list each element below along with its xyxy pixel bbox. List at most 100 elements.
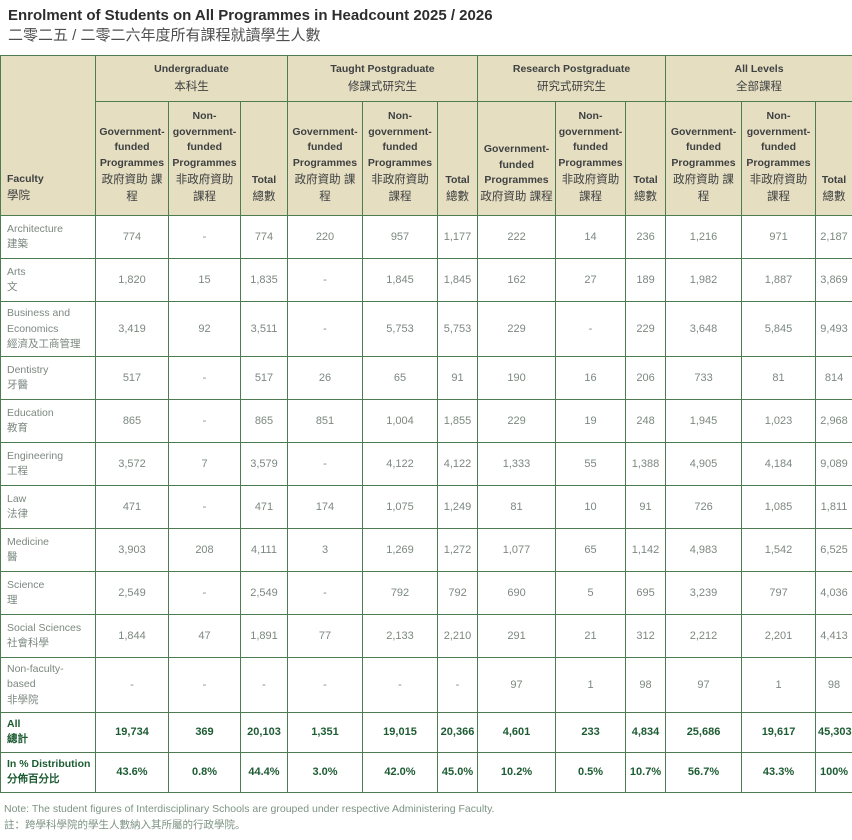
data-cell: 65 [362,356,438,401]
data-cell: 1,820 [95,258,169,303]
data-cell: - [168,399,241,444]
faculty-cell: In % Distribution 分佈百分比 [0,751,96,793]
data-cell: 20,103 [240,711,288,753]
faculty-name-en: Law [7,492,27,505]
data-cell: 1,945 [665,399,743,444]
data-cell: 3 [287,528,363,573]
group-header-taught-postgraduate: Taught Postgraduate 修課式研究生 [286,55,479,103]
faculty-header-en: Faculty [7,173,44,186]
faculty-name-en: Arts [7,266,26,279]
subheader-label-zh: 非政府資助 課程 [561,173,620,204]
data-cell: 220 [287,215,363,260]
data-cell: 971 [741,215,817,260]
data-cell: 4,983 [665,528,743,573]
data-cell: 1,388 [625,442,667,487]
subheader-label-en: Government-funded Programmes [292,125,358,170]
footnote-english: Note: The student figures of Interdiscip… [4,802,495,815]
summary-row: In % Distribution 分佈百分比 43.6% 0.8% 44.4% 3.0%… [0,751,852,793]
data-cell: 1,835 [240,258,288,303]
data-cell: 312 [625,614,667,659]
data-cell: 43.6% [95,751,169,793]
data-cell: 814 [815,356,852,401]
data-cell: 2,187 [815,215,852,260]
data-cell: 222 [477,215,557,260]
subheader-label-en: Total [633,174,658,187]
data-cell: 190 [477,356,557,401]
table-row: Non-faculty-based 非學院 - - - - - -97 1 98 97 1 98 [0,657,852,713]
subheader-label-zh: 總數 [446,191,469,204]
faculty-cell: Law 法律 [0,485,96,530]
faculty-name-zh: 教育 [7,422,28,435]
data-cell: - [95,657,169,713]
subheader-taught-postgraduate-nongov: Non-government-funded Programmes 非政府資助 課程 [362,101,438,217]
subheader-label-zh: 非政府資助 課程 [749,173,808,204]
faculty-header-zh: 學院 [7,190,30,203]
faculty-header-cell: Faculty 學院 [0,55,96,217]
group-label-zh: 研究式研究生 [537,81,607,94]
subheader-label-en: Non-government-funded Programmes [558,109,623,170]
data-cell: 236 [625,215,667,260]
subheader-undergraduate-total: Total 總數 [240,101,288,217]
data-cell: 4,111 [240,528,288,573]
faculty-name-en: Non-faculty-based [7,663,64,691]
data-cell: 865 [240,399,288,444]
group-label-en: Taught Postgraduate [330,63,435,76]
data-cell: 792 [362,571,438,616]
data-cell: 3,511 [240,301,288,358]
page-header: Enrolment of Students on All Programmes … [0,0,852,51]
data-cell: 1,177 [436,215,479,260]
data-cell: 1,077 [477,528,557,573]
faculty-cell: Non-faculty-based 非學院 [0,657,96,713]
faculty-name-zh: 工程 [7,465,28,478]
subheader-taught-postgraduate-gov: Government-funded Programmes 政府資助 課程 [287,101,363,217]
data-cell: 206 [625,356,667,401]
data-cell: 957 [362,215,438,260]
subheader-research-postgraduate-nongov: Non-government-funded Programmes 非政府資助 課程 [555,101,627,217]
data-cell: 189 [625,258,667,303]
data-cell: 690 [477,571,557,616]
data-cell: - [168,485,241,530]
subheader-label-en: Total [821,174,847,187]
data-cell: 45.0% [436,751,479,793]
faculty-name-en: Education [7,406,54,419]
data-cell: - [287,657,363,713]
footnote-chinese: 註：跨學科學院的學生人數納入其所屬的行政學院。 [4,819,246,832]
subheader-label-zh: 政府資助 課程 [480,191,553,204]
faculty-name-en: Medicine [7,535,50,548]
group-header-research-postgraduate: Research Postgraduate 研究式研究生 [477,55,667,103]
faculty-name-en: Architecture [7,223,64,236]
data-cell: 4,834 [625,711,667,753]
table-row: Medicine 醫 3,903 208 4,111 3 1,269 1,272 1,077 65… [0,528,852,573]
data-cell: 2,201 [741,614,817,659]
subheader-label-zh: 總數 [252,191,276,204]
data-cell: 43.3% [741,751,817,793]
faculty-name-zh: 建築 [7,238,28,251]
data-cell: 81 [477,485,557,530]
data-cell: 3,239 [665,571,743,616]
data-cell: 726 [665,485,743,530]
faculty-cell: Dentistry 牙醫 [0,356,96,401]
subheader-label-zh: 總數 [822,191,846,204]
data-cell: 20,366 [436,711,479,753]
data-cell: 2,210 [436,614,479,659]
data-cell: 3.0% [287,751,363,793]
data-cell: 2,549 [95,571,169,616]
data-cell: 1,811 [815,485,852,530]
data-cell: 733 [665,356,743,401]
data-cell: 3,572 [95,442,169,487]
faculty-cell: Social Sciences 社會科學 [0,614,96,659]
data-cell: 4,413 [815,614,852,659]
subheader-label-en: Government-funded Programmes [99,125,165,170]
data-cell: 4,905 [665,442,743,487]
data-cell: 91 [436,356,479,401]
data-cell: 0.8% [168,751,241,793]
group-label-en: Research Postgraduate [512,63,631,76]
data-cell: 248 [625,399,667,444]
data-cell: 233 [555,711,627,753]
faculty-name-zh: 文 [7,281,18,294]
faculty-name-zh: 經濟及工商管理 [7,337,81,350]
group-header-row: Faculty 學院 Undergraduate 本科生 Taught Postgr… [0,55,852,217]
data-cell: 774 [95,215,169,260]
data-cell: 14 [555,215,627,260]
faculty-name-en: Dentistry [7,363,49,376]
